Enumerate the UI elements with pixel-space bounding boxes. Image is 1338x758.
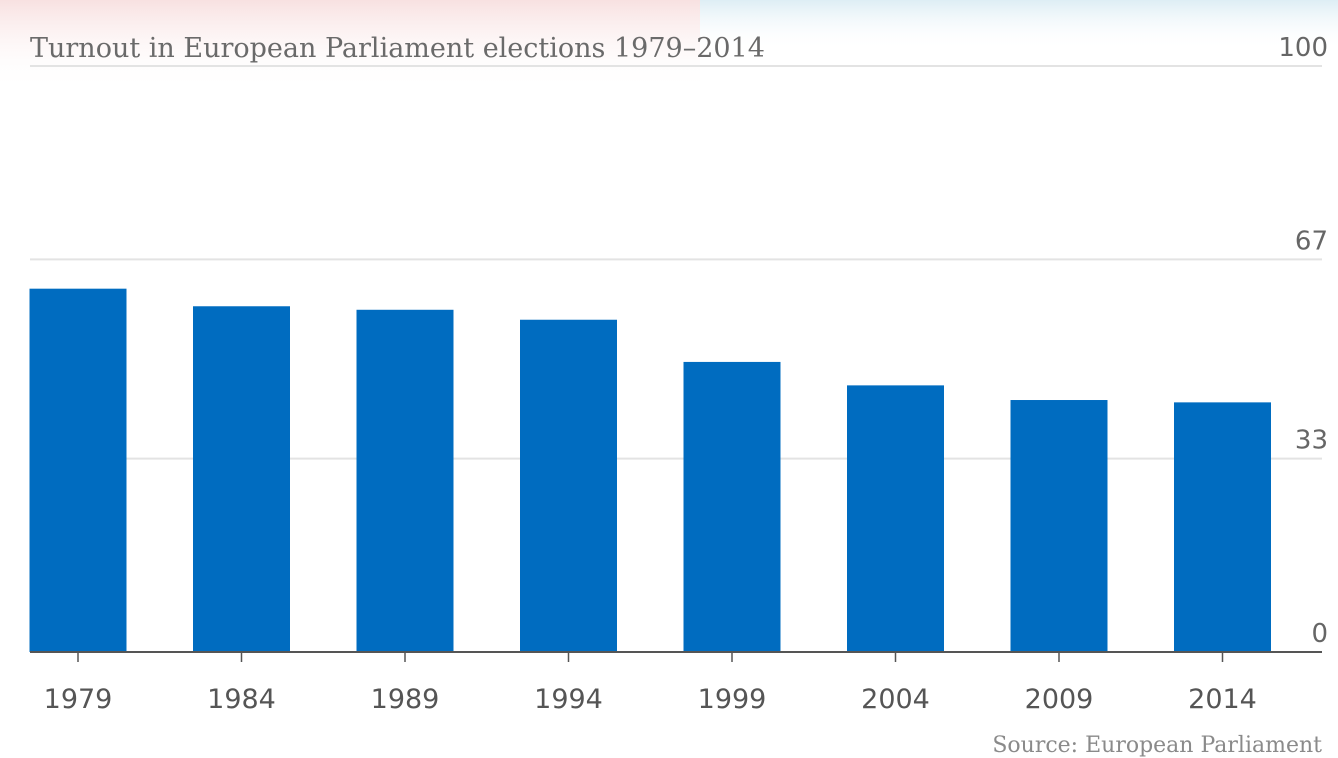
bar-2004 <box>847 385 944 652</box>
x-tick-label: 1979 <box>44 684 113 715</box>
x-tick-label: 2004 <box>861 684 930 715</box>
y-tick-label: 33 <box>1295 426 1328 456</box>
bar-1999 <box>683 361 781 652</box>
x-tick-label: 1999 <box>698 684 767 715</box>
bar-1994 <box>520 319 617 652</box>
x-tick-label: 1994 <box>534 684 603 715</box>
bar-1979 <box>29 288 127 652</box>
chart-title: Turnout in European Parliament elections… <box>30 33 765 64</box>
x-tick-label: 2014 <box>1188 684 1257 715</box>
x-axis: 1979 1984 1989 1994 1999 2004 2009 2014 <box>30 651 1322 715</box>
bar-2014 <box>1174 402 1271 652</box>
source-note: Source: European Parliament <box>992 733 1322 758</box>
bar-1989 <box>356 309 454 652</box>
x-tick-label: 1989 <box>371 684 440 715</box>
x-tick-label: 1984 <box>207 684 276 715</box>
y-tick-label: 67 <box>1295 226 1328 256</box>
bars <box>29 288 1271 652</box>
bar-2009 <box>1010 400 1108 652</box>
y-tick-label: 0 <box>1311 619 1328 649</box>
x-tick-label: 2009 <box>1025 684 1094 715</box>
bar-1984 <box>193 306 290 652</box>
y-tick-label: 100 <box>1278 33 1328 63</box>
